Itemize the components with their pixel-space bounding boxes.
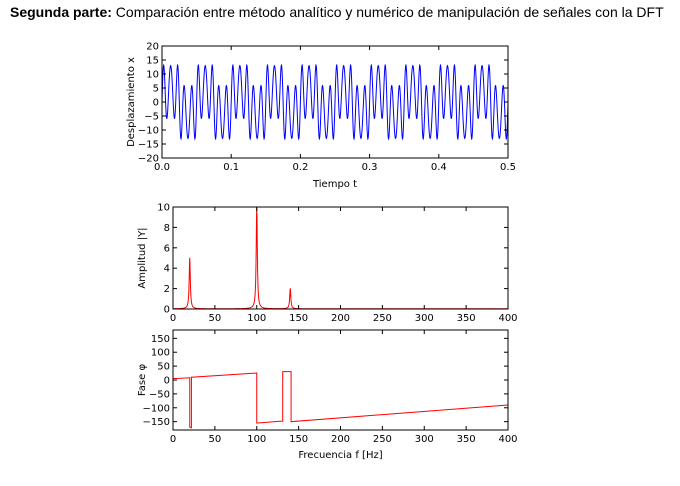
heading-bold: Segunda parte: (10, 4, 112, 20)
y-tick-label: 0 (153, 98, 159, 109)
x-tick-label: 0 (170, 434, 176, 445)
y-tick-label: 8 (164, 223, 170, 234)
y-tick-label: −100 (143, 403, 170, 414)
x-tick-label: 0.5 (500, 162, 516, 173)
x-tick-label: 100 (247, 313, 266, 324)
x-tick-label: 200 (331, 313, 350, 324)
x-tick-label: 0.4 (431, 162, 447, 173)
series-line-3 (173, 371, 508, 429)
y-tick-label: 20 (146, 42, 159, 53)
y-tick-label: 150 (151, 334, 170, 345)
y-tick-label: −50 (149, 389, 170, 400)
x-axis-label: Tiempo t (312, 179, 357, 190)
y-tick-label: −20 (138, 154, 159, 165)
y-axis-label: Amplitud |Y| (137, 227, 148, 288)
y-tick-label: 15 (146, 56, 159, 67)
y-tick-label: 4 (164, 264, 170, 275)
x-tick-label: 200 (331, 434, 350, 445)
y-tick-label: 2 (164, 284, 170, 295)
y-tick-label: 100 (151, 348, 170, 359)
page-heading: Segunda parte: Comparación entre método … (10, 4, 664, 20)
y-tick-label: 0 (164, 376, 170, 387)
x-tick-label: 0.3 (362, 162, 378, 173)
x-tick-label: 250 (373, 434, 392, 445)
x-tick-label: 0.2 (292, 162, 308, 173)
x-tick-label: 0.1 (223, 162, 239, 173)
x-tick-label: 250 (373, 313, 392, 324)
series-line-1 (162, 63, 508, 141)
y-tick-label: −10 (138, 126, 159, 137)
series-line-2 (173, 207, 508, 309)
axes-frame (172, 206, 509, 310)
x-axis-label: Frecuencia f [Hz] (298, 450, 382, 461)
heading-rest: Comparación entre método analítico y num… (115, 4, 664, 20)
subplot-2: 0 50 100 150 200 250 300 350 400 10 8 6 4 2 0 Amplitud … (137, 203, 518, 325)
x-tick-label: 300 (415, 313, 434, 324)
y-tick-label: 10 (146, 70, 159, 81)
y-tick-label: 5 (153, 84, 159, 95)
y-axis-label: Desplazamiento x (126, 57, 137, 147)
y-tick-label: −150 (143, 417, 170, 428)
y-tick-label: 10 (157, 203, 170, 214)
x-tick-label: 400 (498, 313, 517, 324)
x-tick-label: 350 (457, 434, 476, 445)
x-tick-label: 400 (498, 434, 517, 445)
x-tick-label: 50 (209, 434, 222, 445)
y-axis-label: Fase φ (137, 364, 148, 397)
y-tick-label: −5 (144, 112, 159, 123)
x-tick-label: 100 (247, 434, 266, 445)
x-tick-label: 350 (457, 313, 476, 324)
subplot-1: 0.0 0.1 0.2 0.3 0.4 0.5 20 15 10 5 0 −5 −10 −15 −20 Tie… (126, 42, 516, 191)
x-tick-label: 150 (289, 434, 308, 445)
axes-frame (172, 329, 509, 431)
y-tick-label: 50 (157, 362, 170, 373)
x-tick-label: 300 (415, 434, 434, 445)
y-tick-label: 0 (164, 305, 170, 316)
x-tick-label: 0 (170, 313, 176, 324)
x-tick-label: 50 (209, 313, 222, 324)
subplot-3: 0 50 100 150 200 250 300 350 400 150 100 50 0 −50 −100… (137, 329, 518, 461)
x-tick-label: 0.0 (154, 162, 170, 173)
x-tick-label: 150 (289, 313, 308, 324)
y-tick-label: 6 (164, 243, 170, 254)
y-tick-label: −15 (138, 140, 159, 151)
